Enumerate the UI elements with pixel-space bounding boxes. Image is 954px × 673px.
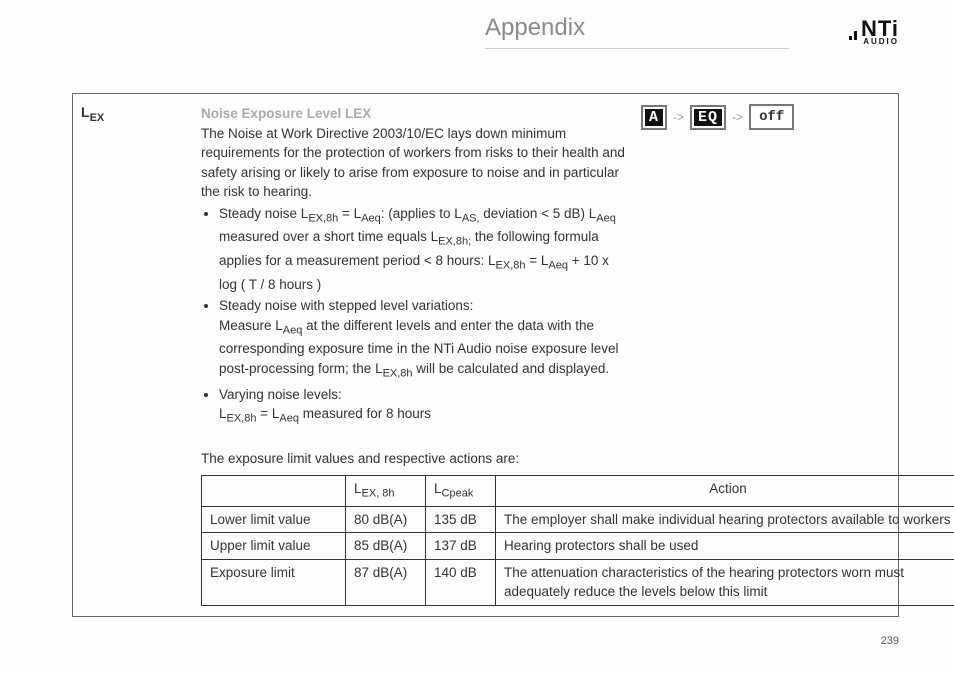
logo-bars-icon — [849, 31, 857, 40]
bullet-1: Steady noise LEX,8h = LAeq: (applies to … — [219, 204, 625, 294]
intro-text: The Noise at Work Directive 2003/10/EC l… — [201, 124, 625, 202]
table-intro: The exposure limit values and respective… — [201, 449, 625, 469]
definition-title: Noise Exposure Level LEX — [201, 106, 371, 121]
filter-sequence: A -> EQ -> off — [641, 104, 890, 130]
bullet-3: Varying noise levels: LEX,8h = LAeq meas… — [219, 385, 625, 428]
term-label-main: L — [81, 104, 90, 120]
term-label: LEX — [73, 94, 201, 616]
bullet-list: Steady noise LEX,8h = LAeq: (applies to … — [201, 204, 625, 428]
page-number: 239 — [0, 617, 954, 647]
bullet-2: Steady noise with stepped level variatio… — [219, 296, 625, 382]
filter-eq-icon: EQ — [690, 105, 726, 130]
th-blank — [202, 475, 346, 506]
brand-subtext: AUDIO — [863, 38, 899, 46]
term-label-sub: EX — [90, 112, 105, 124]
section-title: Appendix — [485, 14, 789, 49]
arrow-icon: -> — [673, 110, 684, 124]
brand-logo: NTi AUDIO — [849, 18, 899, 46]
th-lcpeak: LCpeak — [426, 475, 496, 506]
definition-row: LEX Noise Exposure Level LEX The Noise a… — [72, 93, 899, 617]
filter-a-icon: A — [641, 105, 667, 130]
content-area: LEX Noise Exposure Level LEX The Noise a… — [0, 63, 954, 617]
definition-body: Noise Exposure Level LEX The Noise at Wo… — [201, 94, 633, 616]
arrow-icon: -> — [732, 110, 743, 124]
icon-sequence-col: A -> EQ -> off — [633, 94, 898, 616]
filter-off-icon: off — [749, 104, 794, 130]
page-header: Appendix NTi AUDIO — [0, 0, 954, 63]
th-lex: LEX, 8h — [346, 475, 426, 506]
